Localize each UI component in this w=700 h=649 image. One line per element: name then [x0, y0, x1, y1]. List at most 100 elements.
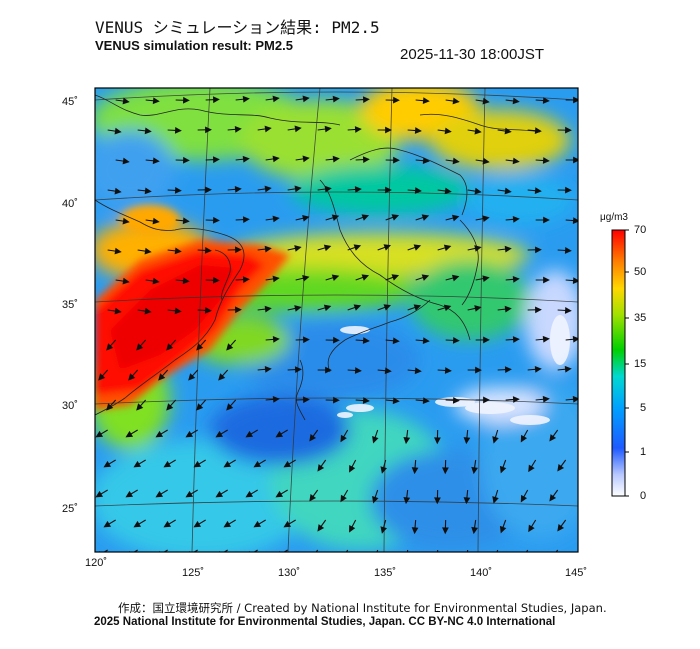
lon-tick-145: 145˚: [565, 567, 588, 579]
wind-arrowhead: [422, 337, 430, 345]
cb-tick-70: 70: [634, 224, 647, 236]
wind-arrowhead: [166, 343, 174, 351]
graticule: [95, 88, 578, 552]
wind-arrow: [193, 549, 198, 552]
wind-arrowhead: [451, 214, 460, 222]
wind-arrowhead: [212, 216, 220, 224]
wind-arrowhead: [163, 460, 172, 468]
wind-arrowhead: [264, 305, 272, 313]
wind-arrowhead: [572, 335, 578, 343]
wind-arrowhead: [253, 460, 262, 468]
wind-arrowhead: [248, 550, 251, 552]
wind-arrowhead: [264, 125, 272, 133]
wind-arrowhead: [557, 524, 565, 532]
wind-arrowhead: [504, 245, 512, 253]
wind-arrowhead: [413, 244, 422, 251]
lat-tick-30: 30˚: [62, 400, 78, 412]
lon-tick-125: 125˚: [182, 567, 205, 579]
wind-arrowhead: [414, 127, 422, 134]
wind-arrowhead: [463, 437, 471, 445]
wind-arrowhead: [422, 97, 430, 105]
wind-arrowhead: [572, 217, 578, 224]
lat-tick-45: 45˚: [62, 96, 78, 108]
wind-arrowhead: [174, 186, 182, 194]
wind-arrowhead: [333, 396, 340, 404]
wind-arrowhead: [492, 436, 499, 444]
wind-arrowhead: [183, 156, 190, 164]
colorbar-unit: μg/m3: [600, 212, 628, 223]
wind-arrowhead: [152, 217, 160, 225]
wind-arrowhead: [272, 155, 280, 163]
wind-arrowhead: [383, 304, 392, 311]
wind-arrowhead: [188, 550, 191, 552]
timestamp: 2025-11-30 18:00JST: [400, 46, 544, 63]
wind-arrowhead: [564, 307, 572, 314]
wind-arrowhead: [193, 460, 202, 468]
wind-arrowhead: [492, 496, 499, 504]
wind-arrowhead: [512, 97, 520, 105]
wind-arrowhead: [520, 494, 528, 503]
wind-arrowhead: [155, 490, 164, 498]
wind-arrowhead: [542, 335, 550, 343]
wind-arrowhead: [122, 97, 130, 105]
wind-arrowhead: [272, 95, 280, 103]
wind-arrowhead: [264, 365, 272, 373]
wind-arrowhead: [128, 550, 131, 552]
wind-arrowhead: [196, 343, 204, 351]
wind-arrowhead: [95, 430, 104, 438]
wind-arrowhead: [294, 185, 302, 193]
wind-arrowhead: [543, 216, 550, 224]
wind-arrowhead: [114, 247, 122, 255]
wind-arrowhead: [362, 337, 370, 344]
wind-arrowhead: [411, 467, 419, 475]
wind-arrowhead: [275, 490, 284, 498]
wind-arrowhead: [404, 558, 409, 563]
wind-arrowhead: [384, 367, 392, 375]
wind-arrowhead: [504, 187, 512, 195]
wind-arrowhead: [349, 525, 356, 533]
wind-arrowhead: [158, 373, 166, 381]
wind-arrowhead: [504, 305, 512, 313]
wind-arrowhead: [215, 430, 224, 438]
wind-arrowhead: [422, 397, 430, 405]
wind-arrowhead: [549, 434, 557, 442]
wind-arrowhead: [385, 126, 392, 134]
wind-arrowhead: [331, 214, 340, 222]
wind-arrowhead: [444, 127, 452, 135]
wind-arrowhead: [557, 464, 565, 472]
wind-arrowhead: [528, 464, 535, 473]
wind-arrowhead: [196, 403, 204, 411]
wind-arrowhead: [512, 396, 520, 403]
wind-arrowhead: [403, 496, 411, 505]
wind-arrowhead: [392, 397, 400, 405]
map-frame: [94, 87, 579, 553]
wind-arrow: [283, 549, 288, 552]
wind-arrowhead: [452, 396, 460, 404]
wind-arrowhead: [349, 465, 356, 473]
wind-arrowhead: [294, 305, 302, 312]
wind-arrowhead: [174, 307, 182, 315]
wind-arrowhead: [362, 397, 370, 404]
wind-arrowhead: [464, 558, 469, 563]
wind-arrowhead: [144, 247, 152, 255]
wind-arrowhead: [242, 276, 250, 284]
wind-arrowhead: [174, 247, 182, 255]
wind-arrowhead: [302, 396, 310, 404]
wind-arrowhead: [550, 555, 555, 561]
wind-arrowhead: [204, 307, 212, 314]
wind-arrowhead: [380, 526, 387, 534]
wind-arrowhead: [483, 396, 490, 404]
wind-arrowhead: [294, 125, 302, 133]
wind-arrowhead: [434, 437, 441, 445]
wind-arrowhead: [114, 307, 122, 315]
wind-arrowhead: [212, 276, 220, 284]
wind-arrowhead: [499, 465, 507, 474]
wind-arrowhead: [403, 436, 411, 445]
wind-arrowhead: [223, 460, 232, 468]
wind-arrowhead: [182, 277, 190, 285]
wind-arrowhead: [234, 125, 242, 133]
wind-arrowhead: [283, 520, 292, 528]
wind-arrowhead: [182, 217, 190, 225]
wind-arrowhead: [443, 304, 452, 312]
